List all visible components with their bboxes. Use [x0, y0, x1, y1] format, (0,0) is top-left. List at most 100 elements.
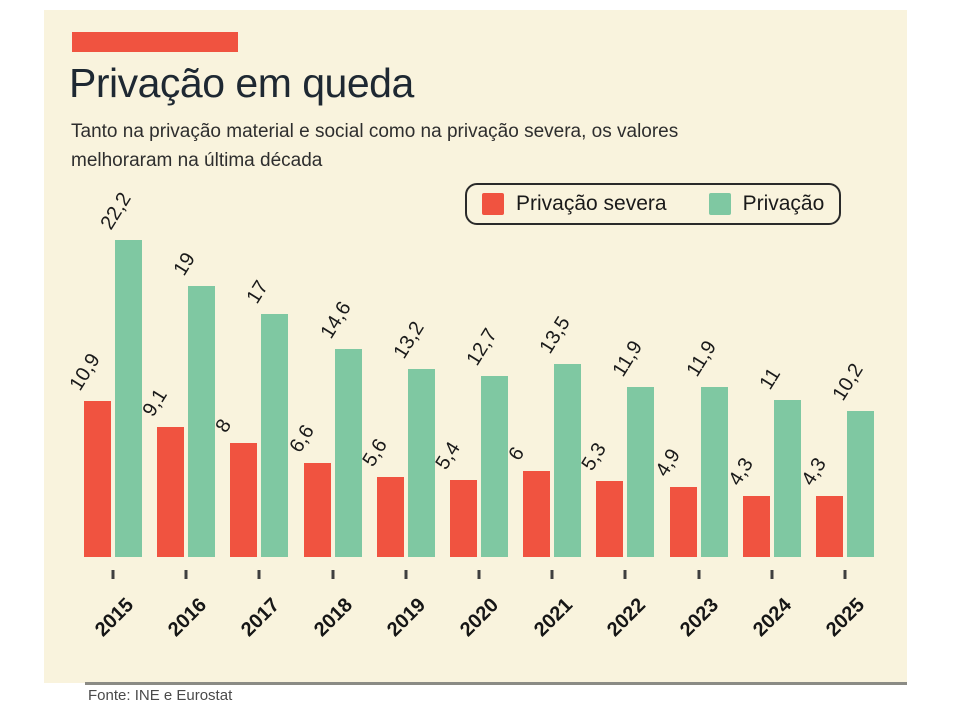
bar-privacao: 11,9 [609, 337, 655, 557]
chart-subtitle-line1: Tanto na privação material e social como… [71, 121, 679, 142]
axis-year-label: 2023 [676, 594, 724, 642]
bar-value-label: 22,2 [96, 188, 136, 234]
axis-year-label: 2018 [310, 594, 358, 642]
bar-privacao-severa: 5,4 [431, 438, 477, 557]
axis-tick [404, 570, 408, 579]
bar-value-label: 14,6 [316, 297, 356, 343]
axis-tick [331, 570, 335, 579]
bar-privacao-severa: 4,3 [797, 454, 843, 557]
bar-pair: 4,9 11,9 [651, 337, 728, 557]
axis-year-label: 2015 [90, 594, 138, 642]
bar-group-2017: 8 17 2017 [212, 277, 289, 641]
title-accent-bar [72, 32, 238, 52]
bar-value-label: 10,2 [828, 359, 868, 405]
bar-pair: 5,3 11,9 [578, 337, 655, 557]
bar-chart: 10,9 22,2 2015 9,1 19 2016 8 17 2017 6,6 14,6 2018 5… [65, 189, 874, 641]
axis-year-label: 2021 [529, 594, 577, 642]
bar-privacao: 10,2 [828, 360, 874, 557]
bar-value-label: 11 [755, 364, 785, 394]
axis-year-label: 2022 [602, 594, 650, 642]
bar-pair: 5,6 13,2 [358, 318, 435, 557]
legend-label-privacao-severa: Privação severa [516, 192, 667, 215]
bar-value-label: 4,3 [724, 454, 758, 490]
axis-tick [111, 570, 115, 579]
bar-privacao-severa: 5,6 [358, 435, 404, 557]
bar-value-label: 5,4 [431, 438, 465, 474]
bar-pair: 8 17 [212, 277, 289, 557]
bar-pair: 4,3 10,2 [797, 360, 874, 557]
bar-privacao: 22,2 [96, 189, 142, 557]
bar-privacao-severa: 5,3 [578, 439, 624, 557]
legend-item-privacao-severa: Privação severa [482, 192, 667, 216]
bar-privacao: 14,6 [316, 298, 362, 557]
axis-tick [697, 570, 700, 579]
bar-value-label: 12,7 [462, 324, 502, 370]
bar-value-label: 4,9 [650, 445, 685, 481]
bar-privacao: 11,9 [682, 337, 728, 557]
bar-group-2019: 5,6 13,2 2019 [358, 318, 435, 641]
bar-group-2021: 6 13,5 2021 [505, 313, 582, 641]
legend-label-privacao: Privação [742, 192, 825, 215]
bar-privacao: 13,2 [389, 318, 435, 557]
bar-group-2018: 6,6 14,6 2018 [285, 298, 362, 641]
bar-privacao: 11 [755, 364, 801, 557]
axis-year-label: 2017 [236, 594, 284, 642]
page-title: Privação em queda [69, 60, 414, 106]
axis-year-label: 2019 [383, 594, 431, 642]
axis-tick [550, 570, 554, 579]
bar-privacao-severa: 6 [505, 443, 551, 557]
chart-subtitle-line2: melhoraram na última década [71, 149, 323, 171]
bar-value-label: 5,3 [577, 439, 612, 475]
axis-tick [184, 570, 188, 579]
bar-privacao-severa: 6,6 [285, 421, 331, 557]
bar-privacao-severa: 4,3 [724, 454, 770, 557]
bar-group-2020: 5,4 12,7 2020 [431, 325, 508, 641]
legend-swatch-red [482, 193, 504, 215]
axis-tick [770, 570, 774, 579]
legend-swatch-green [708, 193, 731, 215]
bar-group-2015: 10,9 22,2 2015 [65, 189, 142, 641]
axis-year-label: 2025 [822, 594, 870, 642]
footer-divider [85, 682, 907, 685]
axis-tick [623, 570, 627, 579]
bar-value-label: 13,2 [389, 317, 429, 363]
bar-pair: 6 13,5 [505, 313, 582, 557]
bar-privacao-severa: 9,1 [139, 385, 185, 557]
bar-privacao: 13,5 [536, 313, 582, 557]
bar-value-label: 17 [242, 276, 274, 308]
bar-group-2016: 9,1 19 2016 [139, 249, 216, 641]
bar-privacao-severa: 8 [212, 415, 258, 557]
axis-tick [843, 570, 847, 579]
axis-year-label: 2020 [456, 594, 504, 642]
bar-pair: 6,6 14,6 [285, 298, 362, 557]
axis-tick [477, 570, 481, 579]
bar-value-label: 10,9 [65, 349, 105, 395]
bar-privacao: 12,7 [462, 325, 508, 557]
axis-year-label: 2024 [749, 594, 797, 642]
chart-subtitle: Tanto na privação material e social como… [71, 118, 678, 175]
bar-value-label: 11,9 [608, 337, 648, 381]
bar-pair: 10,9 22,2 [65, 189, 142, 557]
bar-value-label: 8 [211, 415, 237, 437]
bar-pair: 4,3 11 [724, 364, 801, 557]
bar-value-label: 19 [169, 248, 201, 280]
axis-tick [257, 570, 261, 579]
bar-value-label: 11,9 [681, 337, 721, 381]
bar-value-label: 9,1 [138, 385, 173, 421]
bar-value-label: 6,6 [285, 421, 319, 457]
bar-group-2024: 4,3 11 2024 [724, 364, 801, 641]
legend-item-privacao: Privação [708, 192, 825, 216]
bar-privacao-severa: 10,9 [65, 350, 111, 557]
bar-privacao: 17 [243, 277, 289, 557]
bar-value-label: 13,5 [535, 312, 575, 358]
bar-group-2025: 4,3 10,2 2025 [797, 360, 874, 641]
bar-group-2022: 5,3 11,9 2022 [578, 337, 655, 641]
bar-value-label: 5,6 [358, 435, 392, 471]
bar-privacao: 19 [170, 249, 216, 557]
axis-year-label: 2016 [163, 594, 211, 642]
bar-pair: 9,1 19 [139, 249, 216, 557]
bar-privacao-severa: 4,9 [651, 445, 697, 557]
bar-value-label: 6 [504, 443, 530, 465]
legend: Privação severa Privação [465, 183, 842, 225]
bar-value-label: 4,3 [797, 454, 831, 490]
